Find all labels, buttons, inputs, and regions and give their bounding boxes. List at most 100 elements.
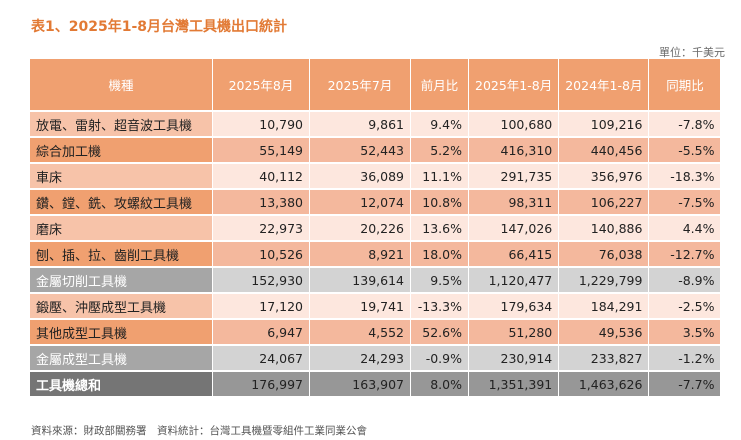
subtotal-row: 金屬切削工具機 152,930 139,614 9.5% 1,120,477 1…: [30, 268, 721, 292]
table-cell: -7.7%: [649, 372, 721, 396]
row-label: 磨床: [30, 216, 212, 240]
export-stats-table: 機種 2025年8月 2025年7月 前月比 2025年1-8月 2024年1-…: [29, 57, 721, 398]
table-cell: 1,120,477: [469, 268, 559, 292]
row-label: 綜合加工機: [30, 138, 212, 162]
table-cell: 36,089: [310, 164, 410, 188]
table-cell: -7.5%: [649, 190, 721, 214]
header-cell: 2025年7月: [310, 59, 410, 110]
table-cell: 8.0%: [411, 372, 468, 396]
table-cell: 106,227: [559, 190, 649, 214]
table-cell: 233,827: [559, 346, 649, 370]
row-label: 鑽、鏜、銑、攻螺紋工具機: [30, 190, 212, 214]
header-row: 機種 2025年8月 2025年7月 前月比 2025年1-8月 2024年1-…: [30, 59, 721, 110]
table-cell: 147,026: [469, 216, 559, 240]
table-cell: 49,536: [559, 320, 649, 344]
table-cell: 51,280: [469, 320, 559, 344]
table-cell: 1,351,391: [469, 372, 559, 396]
table-cell: 6,947: [213, 320, 309, 344]
table-cell: 440,456: [559, 138, 649, 162]
table-cell: 3.5%: [649, 320, 721, 344]
row-label: 其他成型工具機: [30, 320, 212, 344]
table-cell: 184,291: [559, 294, 649, 318]
table-title: 表1、2025年1-8月台灣工具機出口統計: [31, 19, 287, 35]
header-cell: 2024年1-8月: [559, 59, 649, 110]
table-cell: 1,463,626: [559, 372, 649, 396]
table-row: 其他成型工具機 6,947 4,552 52.6% 51,280 49,536 …: [30, 320, 721, 344]
table-cell: 176,997: [213, 372, 309, 396]
table-cell: 66,415: [469, 242, 559, 266]
table-cell: 24,067: [213, 346, 309, 370]
table-cell: 8,921: [310, 242, 410, 266]
header-cell: 2025年1-8月: [469, 59, 559, 110]
table-row: 刨、插、拉、齒削工具機 10,526 8,921 18.0% 66,415 76…: [30, 242, 721, 266]
table-cell: 20,226: [310, 216, 410, 240]
total-row: 工具機總和 176,997 163,907 8.0% 1,351,391 1,4…: [30, 372, 721, 396]
row-label: 放電、雷射、超音波工具機: [30, 112, 212, 136]
table-cell: 1,229,799: [559, 268, 649, 292]
table-cell: 10,790: [213, 112, 309, 136]
table-cell: 9.5%: [411, 268, 468, 292]
table-cell: -8.9%: [649, 268, 721, 292]
table-cell: 179,634: [469, 294, 559, 318]
table-cell: 152,930: [213, 268, 309, 292]
table-cell: -0.9%: [411, 346, 468, 370]
table-cell: 291,735: [469, 164, 559, 188]
table-cell: 163,907: [310, 372, 410, 396]
table-cell: 18.0%: [411, 242, 468, 266]
table-cell: 22,973: [213, 216, 309, 240]
table-cell: 13.6%: [411, 216, 468, 240]
table-cell: -12.7%: [649, 242, 721, 266]
table-cell: -1.2%: [649, 346, 721, 370]
table-cell: 4.4%: [649, 216, 721, 240]
table-cell: 5.2%: [411, 138, 468, 162]
header-cell: 前月比: [411, 59, 468, 110]
table-cell: 4,552: [310, 320, 410, 344]
table-cell: -5.5%: [649, 138, 721, 162]
row-label: 金屬切削工具機: [30, 268, 212, 292]
table-cell: 356,976: [559, 164, 649, 188]
table-cell: 52.6%: [411, 320, 468, 344]
row-label: 鍛壓、沖壓成型工具機: [30, 294, 212, 318]
table-cell: -13.3%: [411, 294, 468, 318]
row-label: 金屬成型工具機: [30, 346, 212, 370]
table-cell: 10,526: [213, 242, 309, 266]
table-row: 綜合加工機 55,149 52,443 5.2% 416,310 440,456…: [30, 138, 721, 162]
table-cell: 76,038: [559, 242, 649, 266]
table-cell: -7.8%: [649, 112, 721, 136]
table-cell: -2.5%: [649, 294, 721, 318]
table-cell: 11.1%: [411, 164, 468, 188]
table-cell: 24,293: [310, 346, 410, 370]
table-cell: 40,112: [213, 164, 309, 188]
row-label: 刨、插、拉、齒削工具機: [30, 242, 212, 266]
table-cell: 9,861: [310, 112, 410, 136]
table-cell: 230,914: [469, 346, 559, 370]
table-cell: 140,886: [559, 216, 649, 240]
table-cell: 52,443: [310, 138, 410, 162]
table-cell: 10.8%: [411, 190, 468, 214]
table-row: 鑽、鏜、銑、攻螺紋工具機 13,380 12,074 10.8% 98,311 …: [30, 190, 721, 214]
table-row: 鍛壓、沖壓成型工具機 17,120 19,741 -13.3% 179,634 …: [30, 294, 721, 318]
table-cell: 98,311: [469, 190, 559, 214]
table-cell: 19,741: [310, 294, 410, 318]
source-note: 資料來源：財政部關務署 資料統計：台灣工具機暨零組件工業同業公會: [31, 425, 367, 437]
table-cell: -18.3%: [649, 164, 721, 188]
table-row: 放電、雷射、超音波工具機 10,790 9,861 9.4% 100,680 1…: [30, 112, 721, 136]
table-row: 車床 40,112 36,089 11.1% 291,735 356,976 -…: [30, 164, 721, 188]
header-cell: 2025年8月: [213, 59, 309, 110]
unit-label: 單位：千美元: [659, 46, 725, 59]
table-cell: 12,074: [310, 190, 410, 214]
table-cell: 13,380: [213, 190, 309, 214]
header-cell: 機種: [30, 59, 212, 110]
row-label: 車床: [30, 164, 212, 188]
table-cell: 139,614: [310, 268, 410, 292]
subtotal-row: 金屬成型工具機 24,067 24,293 -0.9% 230,914 233,…: [30, 346, 721, 370]
row-label: 工具機總和: [30, 372, 212, 396]
table-cell: 17,120: [213, 294, 309, 318]
table-cell: 416,310: [469, 138, 559, 162]
table-cell: 100,680: [469, 112, 559, 136]
table-cell: 55,149: [213, 138, 309, 162]
table-cell: 9.4%: [411, 112, 468, 136]
table-row: 磨床 22,973 20,226 13.6% 147,026 140,886 4…: [30, 216, 721, 240]
header-cell: 同期比: [649, 59, 721, 110]
table-cell: 109,216: [559, 112, 649, 136]
